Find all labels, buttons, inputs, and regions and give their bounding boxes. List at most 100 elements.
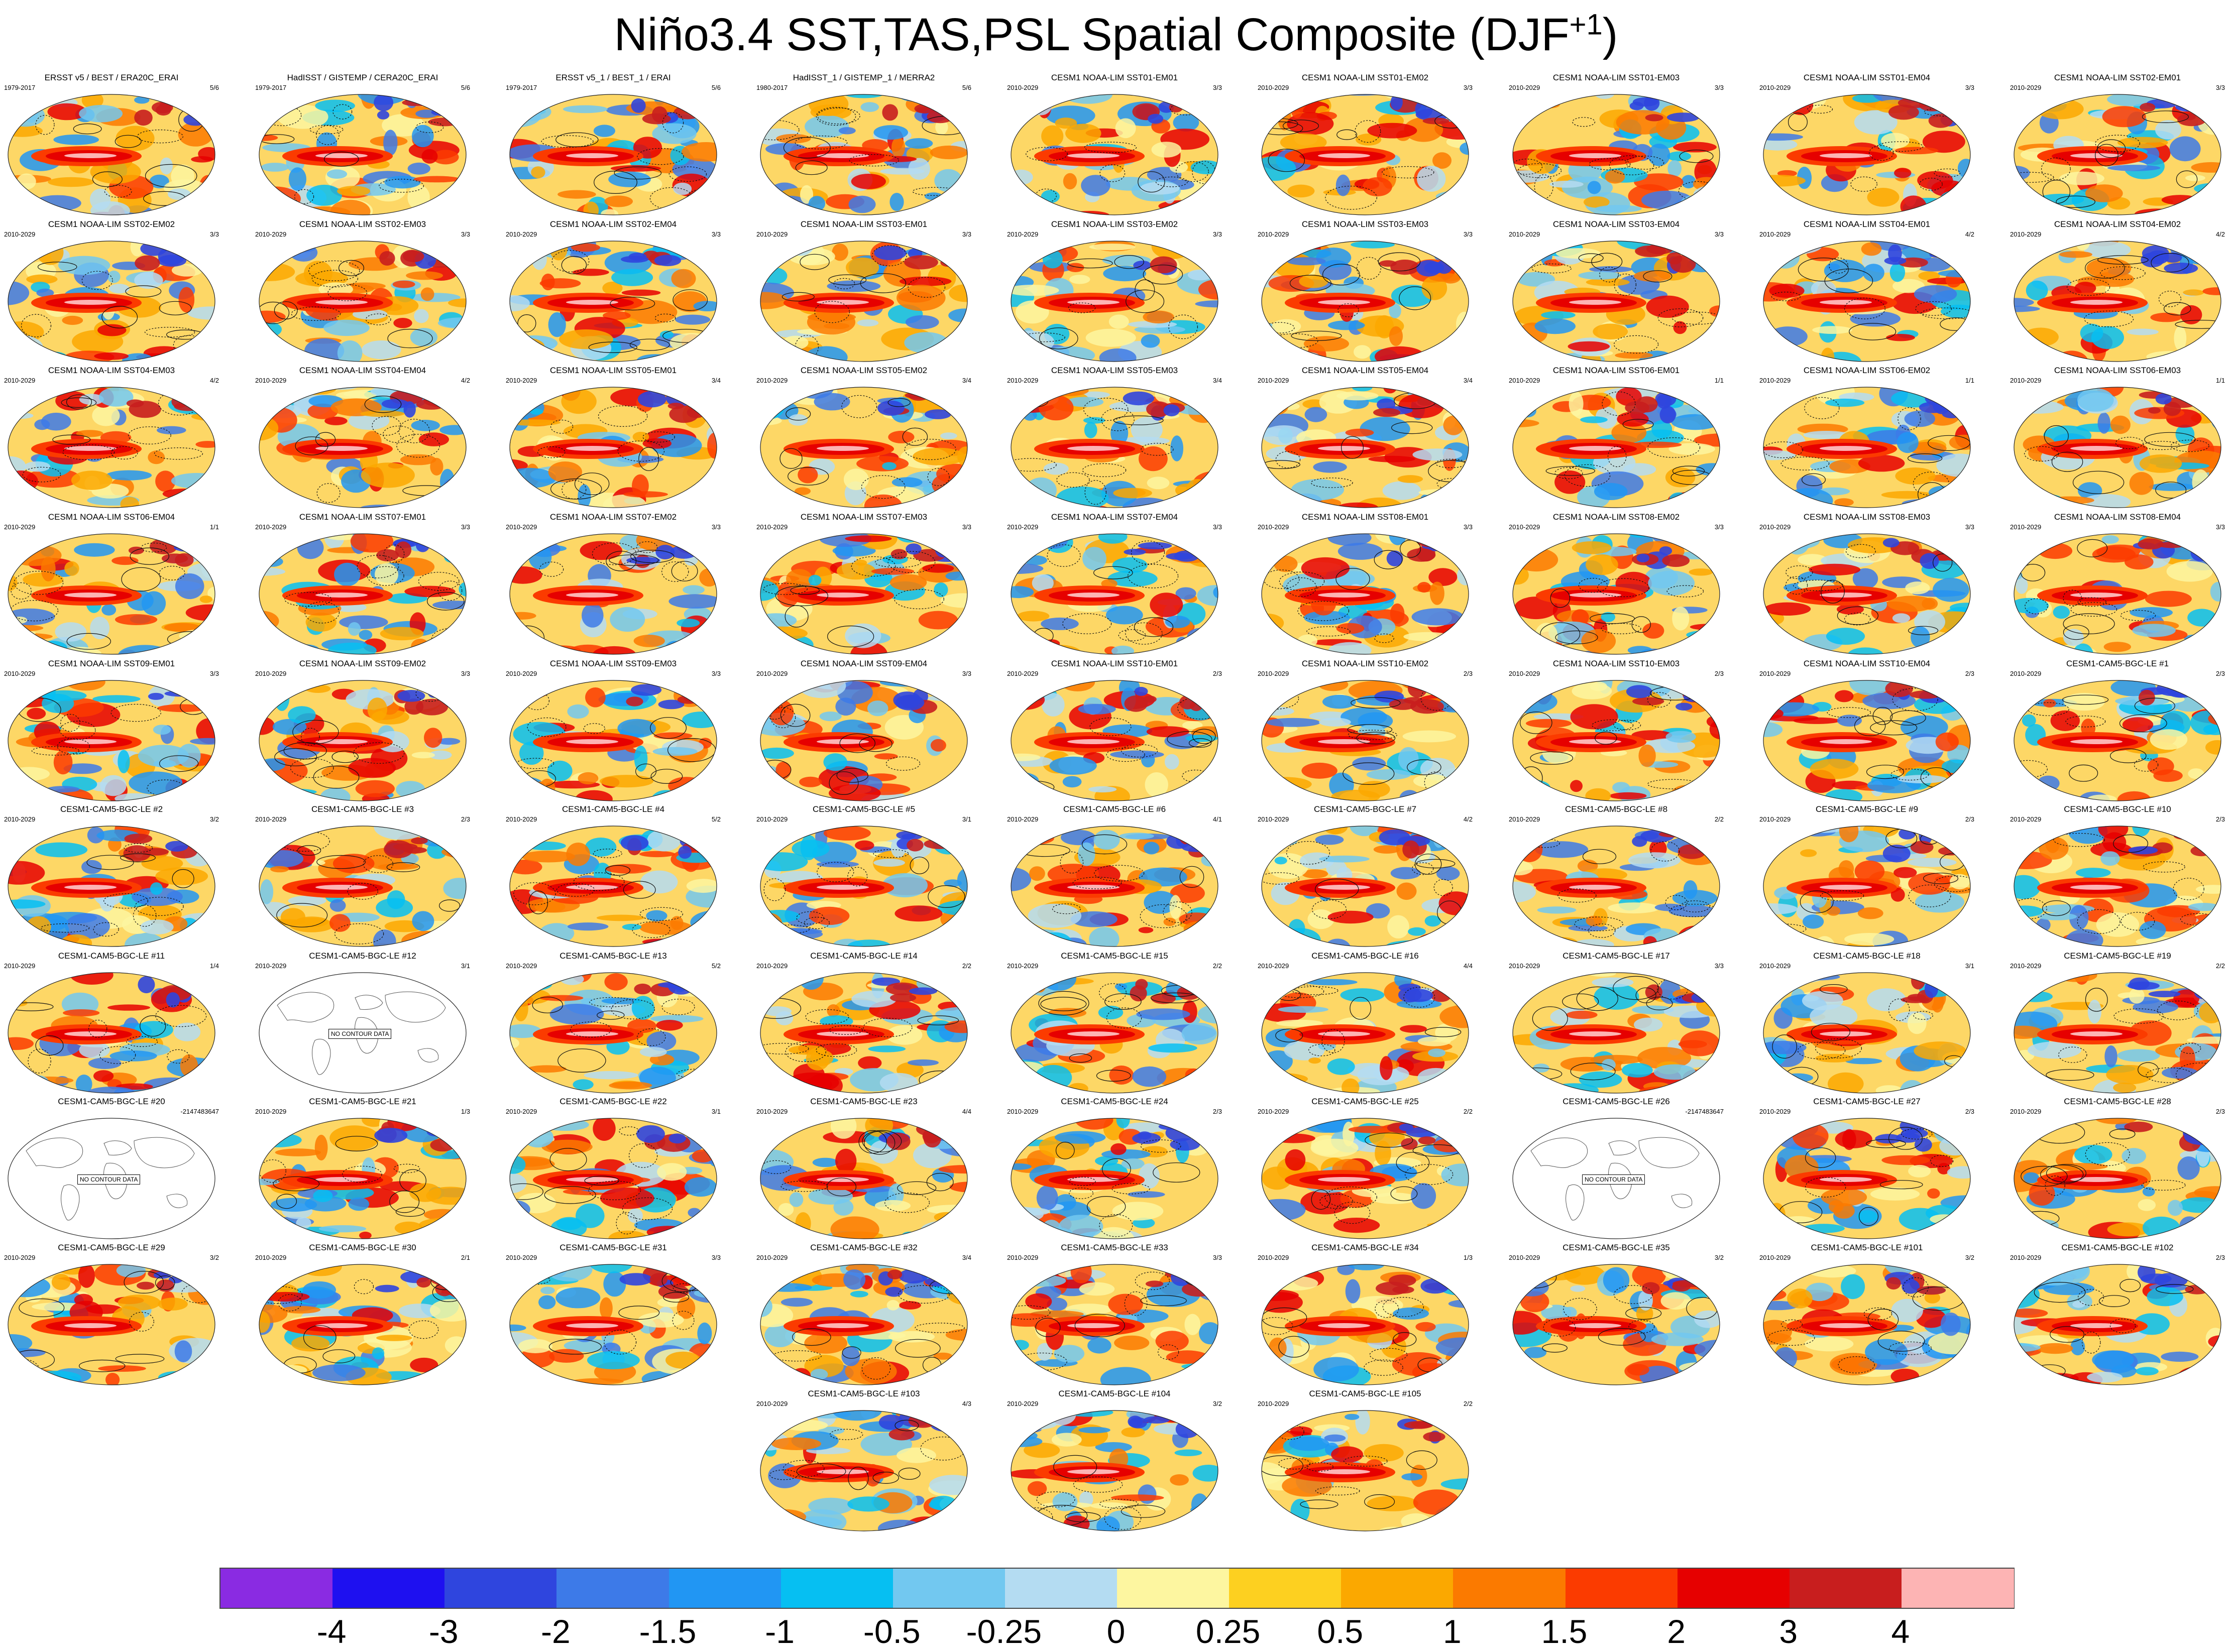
panel-years: 2010-2029 bbox=[255, 230, 287, 238]
map-panel: CESM1 NOAA-LIM SST05-EM04 2010-2029 3/4 bbox=[1256, 366, 1475, 511]
panel-title: CESM1 NOAA-LIM SST04-EM02 bbox=[2054, 219, 2181, 229]
panel-title: CESM1 NOAA-LIM SST01-EM04 bbox=[1803, 73, 1931, 82]
panel-ratio: -2147483647 bbox=[1685, 1108, 1724, 1115]
composite-map bbox=[1011, 1264, 1218, 1385]
colorbar-swatch bbox=[1677, 1569, 1790, 1608]
map-panel: CESM1 NOAA-LIM SST05-EM02 2010-2029 3/4 bbox=[754, 366, 973, 511]
map-panel: CESM1 NOAA-LIM SST06-EM02 2010-2029 1/1 bbox=[1757, 366, 1976, 511]
panel-title: CESM1-CAM5-BGC-LE #24 bbox=[1061, 1097, 1168, 1106]
map-panel: CESM1-CAM5-BGC-LE #31 2010-2029 3/3 bbox=[504, 1243, 723, 1388]
panel-ratio: 5/6 bbox=[711, 84, 721, 91]
panel-ratio: 2/1 bbox=[461, 1254, 470, 1261]
map-panel: HadISST_1 / GISTEMP_1 / MERRA2 1980-2017 5… bbox=[754, 73, 973, 218]
map-panel: CESM1-CAM5-BGC-LE #20 -2147483647 NO CONTO… bbox=[2, 1097, 221, 1242]
panel-ratio: 2/3 bbox=[2215, 670, 2225, 677]
panel-ratio: 3/3 bbox=[461, 523, 470, 531]
panel-years: 2010-2029 bbox=[506, 670, 537, 677]
panel-ratio: 2/3 bbox=[461, 815, 470, 823]
panel-ratio: 2/3 bbox=[1212, 670, 1222, 677]
panel-ratio: 1/1 bbox=[209, 523, 219, 531]
colorbar-swatch bbox=[1789, 1569, 1902, 1608]
composite-map bbox=[2014, 533, 2221, 655]
map-panel: CESM1-CAM5-BGC-LE #103 2010-2029 4/3 bbox=[754, 1389, 973, 1535]
map-panel: CESM1-CAM5-BGC-LE #102 2010-2029 2/3 bbox=[2008, 1243, 2227, 1388]
colorbar-tick-label: 1.5 bbox=[1541, 1613, 1588, 1650]
map-panel: CESM1-CAM5-BGC-LE #104 2010-2029 3/2 bbox=[1005, 1389, 1224, 1535]
panel-ratio: 3/4 bbox=[962, 377, 971, 384]
panel-title: CESM1-CAM5-BGC-LE #23 bbox=[810, 1097, 918, 1106]
map-panel: CESM1-CAM5-BGC-LE #29 2010-2029 3/2 bbox=[2, 1243, 221, 1388]
panel-ratio: 3/3 bbox=[711, 1254, 721, 1261]
panel-ratio: 3/3 bbox=[962, 670, 971, 677]
panel-ratio: 3/3 bbox=[962, 523, 971, 531]
panel-title: CESM1 NOAA-LIM SST09-EM01 bbox=[48, 659, 175, 668]
panel-title: CESM1 NOAA-LIM SST09-EM03 bbox=[549, 659, 677, 668]
composite-map bbox=[1261, 241, 1469, 362]
panel-ratio: 2/3 bbox=[1212, 1108, 1222, 1115]
panel-title: HadISST / GISTEMP / CERA20C_ERAI bbox=[287, 73, 438, 82]
panel-title: CESM1-CAM5-BGC-LE #20 bbox=[58, 1097, 165, 1106]
composite-map bbox=[1011, 241, 1218, 362]
map-panel: CESM1 NOAA-LIM SST10-EM02 2010-2029 2/3 bbox=[1256, 659, 1475, 804]
panel-title: CESM1 NOAA-LIM SST05-EM01 bbox=[549, 366, 677, 375]
panel-ratio: 3/1 bbox=[1965, 962, 1974, 970]
panel-ratio: 5/6 bbox=[209, 84, 219, 91]
composite-map bbox=[8, 680, 215, 801]
panel-ratio: 5/2 bbox=[711, 962, 721, 970]
map-panel: CESM1-CAM5-BGC-LE #9 2010-2029 2/3 bbox=[1757, 804, 1976, 950]
panel-title: CESM1 NOAA-LIM SST03-EM03 bbox=[1301, 219, 1429, 229]
map-panel: CESM1 NOAA-LIM SST03-EM04 2010-2029 3/3 bbox=[1507, 219, 1726, 365]
composite-map bbox=[259, 241, 467, 362]
panel-years: 2010-2029 bbox=[2010, 815, 2042, 823]
map-panel: CESM1 NOAA-LIM SST01-EM03 2010-2029 3/3 bbox=[1507, 73, 1726, 218]
composite-map bbox=[760, 387, 968, 508]
panel-title: CESM1-CAM5-BGC-LE #16 bbox=[1311, 951, 1419, 961]
panel-title: CESM1-CAM5-BGC-LE #30 bbox=[309, 1243, 416, 1252]
composite-map bbox=[259, 533, 467, 655]
title-main-text: Niño3.4 SST,TAS,PSL Spatial Composite (D… bbox=[614, 9, 1570, 60]
panel-ratio: 2/3 bbox=[2215, 1254, 2225, 1261]
panel-years: 2010-2029 bbox=[1759, 84, 1791, 91]
panel-years: 2010-2029 bbox=[1759, 230, 1791, 238]
panel-title: CESM1 NOAA-LIM SST06-EM03 bbox=[2054, 366, 2181, 375]
composite-map bbox=[509, 680, 717, 801]
panel-years: 2010-2029 bbox=[1258, 230, 1289, 238]
panel-ratio: 3/3 bbox=[1212, 84, 1222, 91]
composite-map bbox=[2014, 972, 2221, 1094]
map-panel: CESM1 NOAA-LIM SST01-EM04 2010-2029 3/3 bbox=[1757, 73, 1976, 218]
map-panel: CESM1-CAM5-BGC-LE #10 2010-2029 2/3 bbox=[2008, 804, 2227, 950]
colorbar-swatch bbox=[668, 1569, 782, 1608]
panel-ratio: 2/2 bbox=[1212, 962, 1222, 970]
map-panel: ERSST v5 / BEST / ERA20C_ERAI 1979-2017 5/… bbox=[2, 73, 221, 218]
panel-years: 2010-2029 bbox=[2010, 670, 2042, 677]
panel-ratio: 2/3 bbox=[1965, 815, 1974, 823]
map-panel: CESM1-CAM5-BGC-LE #28 2010-2029 2/3 bbox=[2008, 1097, 2227, 1242]
panel-ratio: 1/4 bbox=[209, 962, 219, 970]
map-panel: CESM1-CAM5-BGC-LE #22 2010-2029 3/1 bbox=[504, 1097, 723, 1242]
panel-years: 2010-2029 bbox=[1258, 523, 1289, 531]
panel-years: 2010-2029 bbox=[2010, 962, 2042, 970]
panel-years: 2010-2029 bbox=[506, 230, 537, 238]
panel-ratio: 2/3 bbox=[1714, 670, 1724, 677]
panel-title: CESM1 NOAA-LIM SST07-EM03 bbox=[800, 512, 928, 522]
panel-years: 2010-2029 bbox=[756, 523, 788, 531]
panel-years: 2010-2029 bbox=[1258, 670, 1289, 677]
panel-years: 2010-2029 bbox=[1258, 1254, 1289, 1261]
panel-years: 2010-2029 bbox=[1759, 377, 1791, 384]
panel-years: 2010-2029 bbox=[4, 962, 36, 970]
panel-title: CESM1 NOAA-LIM SST09-EM04 bbox=[800, 659, 928, 668]
panel-ratio: 3/4 bbox=[962, 1254, 971, 1261]
composite-map bbox=[1512, 387, 1720, 508]
panel-years: 2010-2029 bbox=[4, 670, 36, 677]
composite-map bbox=[760, 94, 968, 215]
map-panel: CESM1-CAM5-BGC-LE #2 2010-2029 3/2 bbox=[2, 804, 221, 950]
panel-ratio: 3/1 bbox=[962, 815, 971, 823]
map-panel: CESM1 NOAA-LIM SST09-EM04 2010-2029 3/3 bbox=[754, 659, 973, 804]
composite-map bbox=[760, 1264, 968, 1385]
panel-ratio: 3/3 bbox=[1463, 523, 1473, 531]
composite-map bbox=[1512, 241, 1720, 362]
panel-title: CESM1-CAM5-BGC-LE #32 bbox=[810, 1243, 918, 1252]
panel-years: 2010-2029 bbox=[1007, 523, 1039, 531]
panel-ratio: 4/3 bbox=[962, 1400, 971, 1407]
panel-title: CESM1 NOAA-LIM SST10-EM03 bbox=[1552, 659, 1680, 668]
